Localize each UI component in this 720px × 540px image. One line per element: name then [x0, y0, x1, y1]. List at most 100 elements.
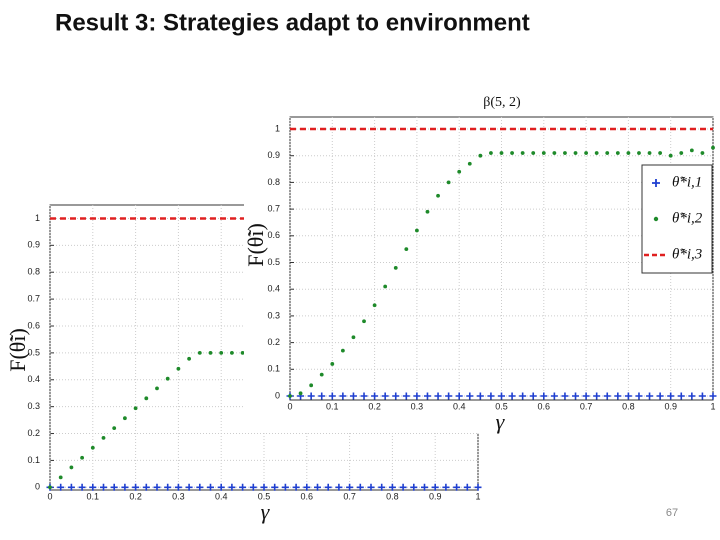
plus-marker	[698, 392, 706, 400]
y-tick-label: 0.8	[27, 267, 40, 277]
plus-marker	[217, 483, 225, 491]
y-tick-label: 0.4	[27, 374, 40, 384]
x-tick-label: 0.3	[411, 401, 424, 411]
dot-marker	[340, 348, 345, 353]
dot-marker	[144, 396, 149, 401]
plus-marker	[260, 483, 268, 491]
dot-marker	[510, 151, 514, 155]
dot-marker	[351, 335, 356, 340]
x-tick-label: 0.5	[495, 401, 508, 411]
dot-marker	[219, 350, 224, 355]
plus-marker	[421, 483, 428, 491]
plus-marker	[656, 392, 664, 400]
y-tick-label: 0.7	[27, 293, 40, 303]
dot-marker	[531, 151, 536, 155]
x-tick-label: 0.9	[664, 401, 677, 411]
plus-marker	[196, 483, 204, 491]
y-tick-label: 0.5	[27, 347, 40, 357]
dot-marker	[197, 350, 202, 355]
y-tick-label: 0.6	[267, 230, 280, 240]
plus-marker	[635, 392, 643, 400]
x-tick-label: 1	[710, 401, 715, 411]
dot-marker	[155, 386, 159, 391]
dot-marker	[552, 151, 557, 155]
x-tick-label: 0.4	[453, 401, 466, 411]
dot-marker	[594, 151, 599, 155]
dot-marker	[499, 151, 504, 155]
plus-marker	[314, 483, 321, 491]
dot-marker	[372, 303, 377, 308]
plus-marker	[476, 392, 484, 400]
plus-marker	[593, 392, 601, 400]
x-tick-label: 0.1	[87, 491, 100, 501]
dot-marker	[679, 151, 684, 155]
dot-marker	[489, 151, 493, 155]
plus-marker	[624, 392, 632, 400]
plus-marker	[487, 392, 495, 400]
legend-marker	[653, 216, 659, 222]
plus-marker	[550, 392, 558, 400]
y-tick-label: 0	[275, 390, 280, 400]
dot-marker	[383, 284, 388, 289]
dot-marker	[415, 228, 419, 233]
plus-marker	[519, 392, 527, 400]
dot-marker	[393, 265, 398, 270]
y-tick-label: 0.9	[267, 150, 280, 160]
dot-marker	[541, 151, 546, 155]
plus-marker	[100, 483, 107, 491]
plus-marker	[356, 483, 364, 491]
y-tick-label: 1	[35, 213, 40, 223]
plus-marker	[249, 483, 257, 491]
chart: 0 0.1 0.2 0.3 0.4 0.5 0.6 0.7 0.8 0.9 1 0 0.1 0.2 0.3 0…	[243, 88, 720, 434]
dot-marker	[425, 209, 430, 214]
plus-marker	[474, 483, 482, 491]
x-tick-label: 0.2	[129, 491, 142, 501]
x-tick-label: 0	[287, 401, 292, 411]
plus-marker	[378, 483, 386, 491]
dot-marker	[208, 350, 213, 355]
y-tick-label: 0.1	[267, 364, 280, 374]
dot-marker	[637, 151, 641, 155]
y-axis-label: F(θ̃i)	[5, 328, 30, 372]
dot-marker	[700, 151, 705, 155]
dot-marker	[330, 362, 335, 366]
plus-marker	[292, 483, 300, 491]
plus-marker	[442, 483, 450, 491]
dot-marker	[176, 366, 181, 371]
dot-marker	[404, 247, 409, 252]
plus-marker	[402, 392, 410, 400]
dot-marker	[658, 151, 663, 155]
plus-marker	[371, 392, 379, 400]
dot-marker	[478, 153, 483, 158]
dot-marker	[467, 161, 472, 166]
dot-marker	[605, 151, 610, 155]
dot-marker	[101, 435, 106, 440]
plus-marker	[132, 483, 140, 491]
y-tick-label: 0.3	[267, 310, 280, 320]
x-tick-label: 0.8	[622, 401, 635, 411]
x-tick-label: 0.9	[429, 491, 442, 501]
x-tick-label: 0.4	[215, 491, 228, 501]
plus-marker	[445, 392, 453, 400]
plus-marker	[174, 483, 182, 491]
dot-marker	[80, 455, 84, 460]
plus-marker	[185, 483, 193, 491]
y-axis-label: F(θ̃i)	[243, 223, 268, 267]
slide-number: 67	[666, 507, 678, 519]
y-tick-label: 0.8	[267, 177, 280, 187]
dot-marker	[457, 169, 462, 174]
y-tick-label: 0.9	[27, 240, 40, 250]
plus-marker	[121, 483, 129, 491]
dot-marker	[48, 485, 52, 490]
y-tick-label: 0.2	[27, 428, 40, 438]
dot-marker	[288, 394, 292, 398]
y-tick-label: 0.1	[27, 455, 40, 465]
y-tick-label: 0.3	[27, 401, 40, 411]
plus-marker	[78, 483, 86, 491]
plus-marker	[388, 483, 396, 491]
plus-marker	[667, 392, 675, 400]
dot-marker	[187, 356, 192, 361]
dot-marker	[58, 475, 63, 480]
plus-marker	[381, 392, 389, 400]
dot-marker	[647, 151, 652, 155]
